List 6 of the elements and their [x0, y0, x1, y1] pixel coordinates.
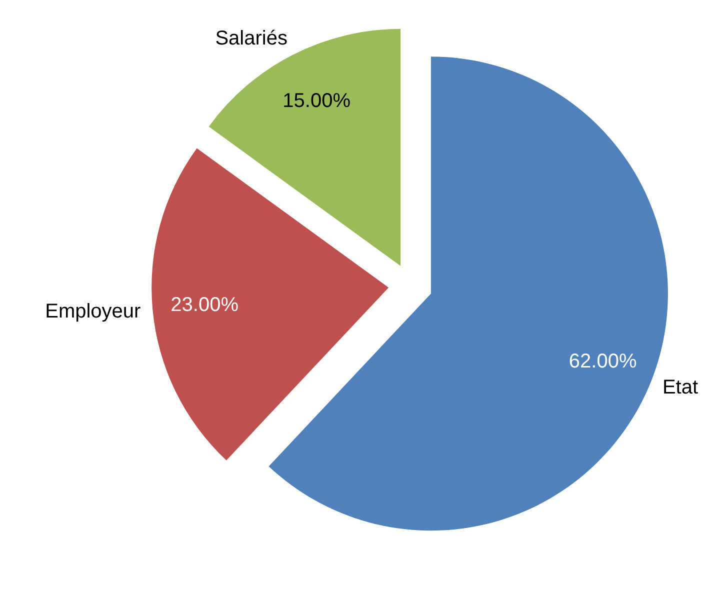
slice-label: Employeur [45, 300, 142, 323]
data-label: 23.00% [170, 294, 239, 316]
slice-label: Salariés [215, 28, 288, 50]
slice-label: Etat [662, 376, 698, 398]
data-label: 15.00% [282, 90, 351, 112]
data-label: 62.00% [568, 350, 637, 373]
